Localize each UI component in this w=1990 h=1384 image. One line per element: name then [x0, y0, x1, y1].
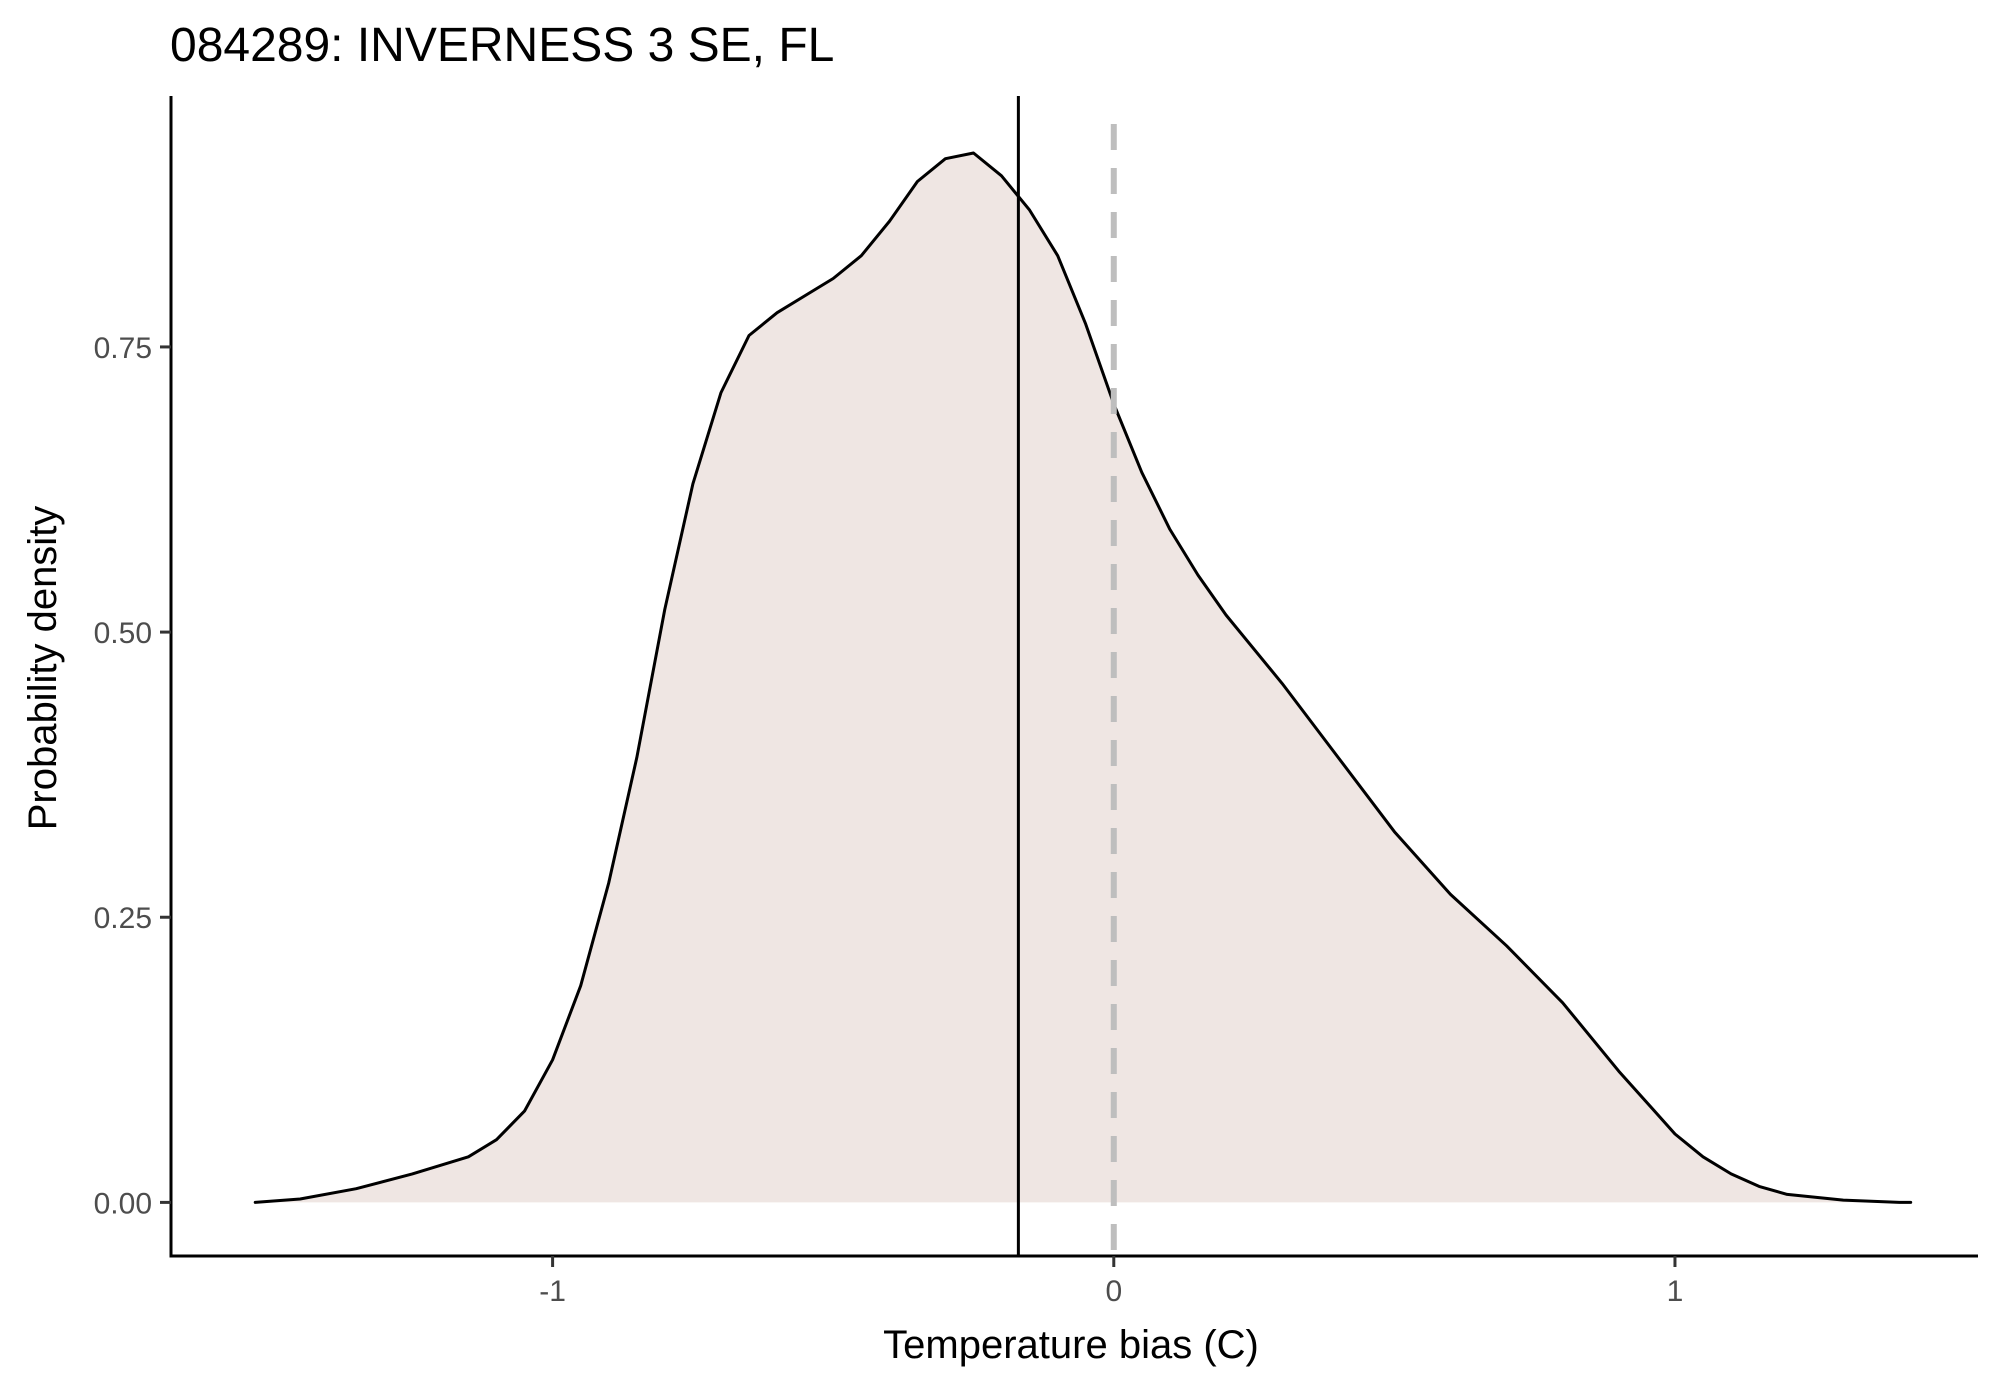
y-tick-label: 0.25 [94, 902, 152, 935]
density-area [255, 153, 1911, 1203]
density-curve [253, 151, 1913, 1204]
chart-title: 084289: INVERNESS 3 SE, FL [170, 19, 834, 72]
axes: -1 0 1 0.00 0.25 0.50 0.75 [94, 96, 1978, 1308]
x-tick-label: 1 [1667, 1275, 1684, 1308]
plot-area [253, 96, 1913, 1256]
x-axis-title: Temperature bias (C) [883, 1323, 1259, 1367]
y-axis-title: Probability density [21, 506, 65, 831]
x-tick-label: 0 [1105, 1275, 1122, 1308]
y-tick-label: 0.00 [94, 1187, 152, 1220]
y-tick-label: 0.50 [94, 617, 152, 650]
y-tick-label: 0.75 [94, 332, 152, 365]
x-tick-label: -1 [539, 1275, 566, 1308]
